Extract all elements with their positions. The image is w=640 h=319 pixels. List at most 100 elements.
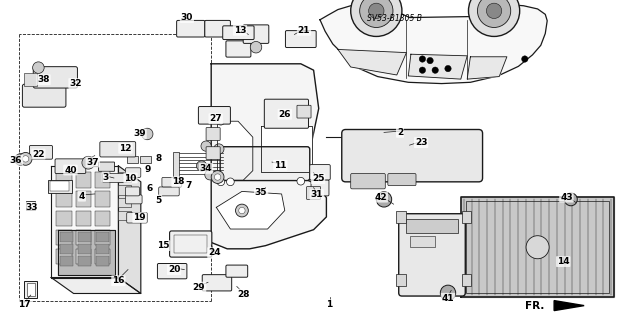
Bar [95, 191, 110, 207]
Polygon shape [51, 166, 118, 278]
FancyBboxPatch shape [177, 20, 205, 37]
Circle shape [211, 171, 224, 183]
Circle shape [445, 65, 451, 72]
Text: 14: 14 [557, 257, 570, 266]
FancyBboxPatch shape [99, 162, 115, 171]
Text: FR.: FR. [525, 300, 544, 311]
Bar [78, 232, 91, 242]
Circle shape [419, 67, 426, 73]
Bar [95, 230, 110, 245]
Text: 43: 43 [560, 193, 573, 202]
Bar [56, 249, 72, 264]
Bar [118, 185, 131, 195]
Bar [24, 73, 37, 86]
Text: 18: 18 [172, 177, 185, 186]
Text: 19: 19 [133, 213, 146, 222]
Text: 6: 6 [147, 184, 153, 193]
Text: 42: 42 [374, 193, 387, 202]
Bar [27, 283, 35, 296]
Bar [78, 256, 91, 266]
Bar [78, 244, 91, 254]
Circle shape [351, 0, 402, 36]
Bar [96, 232, 109, 242]
Text: 25: 25 [312, 174, 324, 183]
Polygon shape [467, 57, 507, 79]
Bar [118, 172, 131, 182]
FancyBboxPatch shape [29, 145, 52, 159]
Circle shape [526, 236, 549, 259]
FancyBboxPatch shape [127, 212, 147, 223]
Bar [118, 211, 131, 220]
Bar [95, 249, 110, 264]
Bar [95, 211, 110, 226]
Circle shape [205, 170, 215, 180]
Circle shape [468, 0, 520, 36]
FancyBboxPatch shape [285, 31, 316, 48]
Text: 9: 9 [144, 165, 150, 174]
Text: 10: 10 [124, 174, 137, 182]
Circle shape [564, 193, 577, 206]
Polygon shape [408, 54, 467, 79]
FancyBboxPatch shape [310, 165, 330, 180]
Bar [96, 256, 109, 266]
FancyBboxPatch shape [202, 275, 232, 291]
Bar [24, 281, 37, 298]
Text: 3: 3 [102, 173, 109, 182]
Bar [462, 274, 471, 286]
Polygon shape [261, 126, 312, 172]
FancyBboxPatch shape [342, 130, 483, 182]
Bar [60, 244, 73, 254]
Bar [76, 191, 91, 207]
Bar [466, 201, 609, 293]
Text: 32: 32 [69, 79, 82, 88]
FancyBboxPatch shape [297, 105, 311, 118]
FancyBboxPatch shape [205, 20, 230, 37]
Bar [50, 181, 69, 191]
Text: 24: 24 [208, 248, 221, 257]
Circle shape [196, 161, 207, 171]
Bar [76, 230, 91, 245]
Bar [95, 172, 110, 188]
FancyBboxPatch shape [100, 142, 136, 157]
Polygon shape [118, 166, 141, 293]
FancyBboxPatch shape [157, 263, 187, 279]
Text: 34: 34 [200, 164, 212, 173]
FancyBboxPatch shape [125, 195, 142, 204]
Text: 40: 40 [64, 166, 77, 174]
Bar [56, 211, 72, 226]
Text: 20: 20 [168, 265, 180, 274]
FancyBboxPatch shape [159, 187, 179, 196]
Bar [410, 236, 435, 247]
Text: 33: 33 [26, 203, 38, 212]
Text: 41: 41 [442, 294, 454, 303]
Polygon shape [554, 300, 584, 311]
FancyBboxPatch shape [102, 174, 127, 182]
Polygon shape [338, 49, 406, 75]
Text: 12: 12 [119, 144, 132, 153]
Bar [60, 256, 73, 266]
Circle shape [376, 192, 392, 207]
Bar [127, 156, 138, 163]
FancyBboxPatch shape [206, 147, 220, 160]
Circle shape [217, 117, 225, 125]
Circle shape [250, 41, 262, 53]
Polygon shape [51, 278, 141, 293]
FancyBboxPatch shape [22, 84, 66, 107]
FancyBboxPatch shape [198, 107, 230, 124]
Bar [396, 274, 406, 286]
FancyBboxPatch shape [170, 231, 212, 257]
Circle shape [477, 0, 511, 27]
Circle shape [369, 3, 384, 19]
Circle shape [141, 128, 153, 140]
FancyBboxPatch shape [55, 159, 86, 174]
Circle shape [82, 156, 95, 169]
Bar [56, 230, 72, 245]
Bar [96, 244, 109, 254]
FancyBboxPatch shape [351, 174, 385, 189]
Bar [60, 232, 73, 242]
Circle shape [419, 56, 426, 62]
FancyBboxPatch shape [162, 177, 182, 187]
Bar [396, 211, 406, 223]
Circle shape [297, 177, 305, 185]
FancyBboxPatch shape [352, 130, 390, 143]
